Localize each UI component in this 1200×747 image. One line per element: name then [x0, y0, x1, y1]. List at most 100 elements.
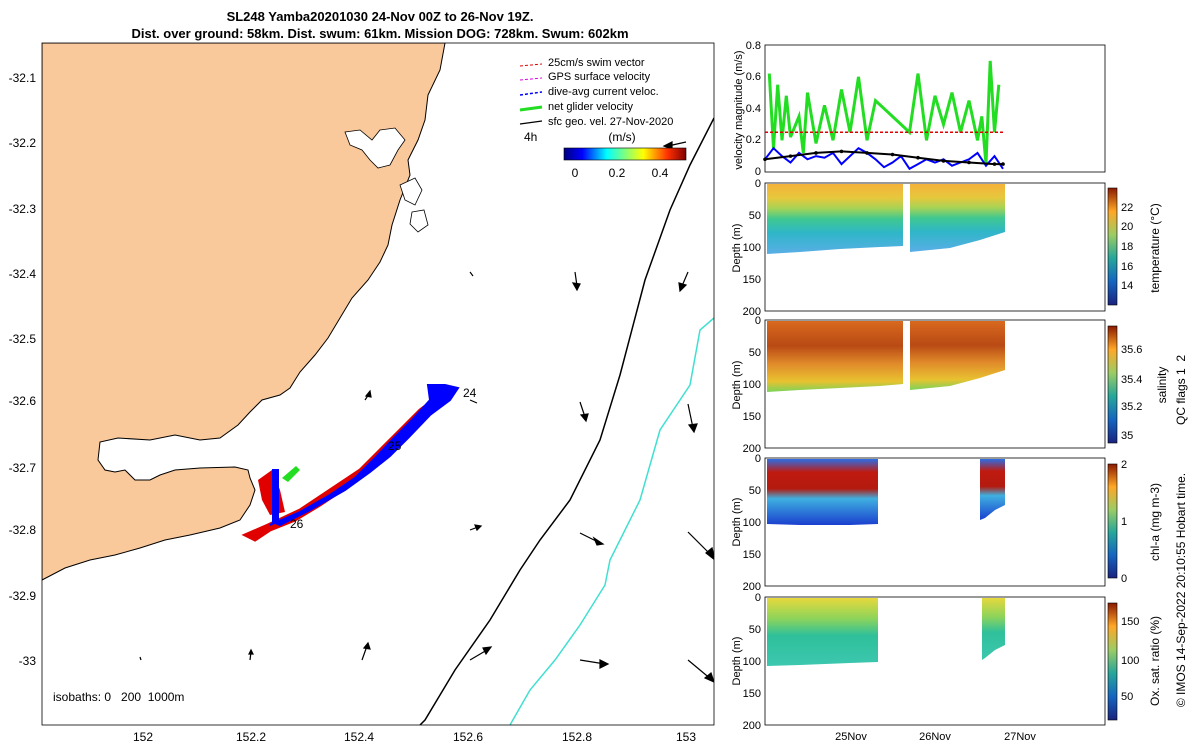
oxygen-section: [767, 598, 878, 666]
temperature-section: [910, 184, 1005, 252]
track-green: [282, 466, 300, 482]
chla-section: [767, 459, 878, 525]
temp-colorbar: [1107, 187, 1118, 306]
cbar-tick-0: 0: [572, 166, 579, 180]
map-frame: [41, 42, 715, 726]
lake: [409, 209, 429, 233]
speed-colorbar: [563, 147, 687, 161]
chla-cbar-tick: 0: [1121, 573, 1127, 585]
sfc-geo-point: [1001, 162, 1005, 166]
depth-tick: 100: [743, 656, 761, 668]
map-panel: 24 25 26 isobaths: 0 200 1000m 25cm/s sw…: [9, 42, 715, 744]
vel-ytick: 0.4: [746, 103, 761, 115]
sal-cbar-tick: 35: [1121, 430, 1133, 442]
isobath-200m: [509, 317, 714, 725]
map-ytick: -32.5: [9, 332, 37, 346]
chla-section: [980, 459, 1005, 520]
map-ytick: -32.7: [9, 461, 37, 475]
sfc-geo-point: [890, 152, 895, 157]
depth-tick: 100: [743, 517, 761, 529]
map-xtick: 152.4: [344, 730, 374, 744]
velocity-panel: 0 0.2 0.4 0.6 0.8 velocity magnitude (m/…: [733, 40, 1106, 178]
depth-tick: 150: [743, 549, 761, 561]
vel-ytick: 0.6: [746, 71, 761, 83]
depth-tick: 150: [743, 688, 761, 700]
sal-cbar-tick: 35.6: [1121, 344, 1142, 356]
estuary: [344, 127, 406, 169]
vel-ytick: 0: [755, 166, 761, 178]
map-ytick: -32.8: [9, 523, 37, 537]
day-label-25: 25: [388, 439, 402, 453]
map-ytick: -32.4: [9, 267, 37, 281]
land-mass: [42, 43, 446, 581]
map-ytick: -32.3: [9, 202, 37, 216]
chla-cbar-tick: 1: [1121, 516, 1127, 528]
depth-tick: 150: [743, 274, 761, 286]
time-label: 4h: [524, 130, 537, 144]
chla-colorbar: [1107, 463, 1118, 579]
map-ytick: -33: [19, 654, 37, 668]
ox-cbar-label: Ox. sat. ratio (%): [1148, 616, 1162, 706]
temp-cbar-tick: 14: [1121, 280, 1133, 292]
sal-cbar-label: salinity: [1155, 367, 1169, 404]
map-legend: 25cm/s swim vector GPS surface velocity …: [519, 57, 687, 180]
ox-colorbar: [1107, 602, 1118, 721]
colorbar-title: (m/s): [608, 130, 635, 144]
legend-dive-avg: dive-avg current veloc.: [548, 86, 659, 98]
depth-tick: 50: [749, 624, 761, 636]
map-ytick: -32.1: [9, 71, 37, 85]
depth-tick: 50: [749, 347, 761, 359]
depth-tick: 50: [749, 485, 761, 497]
vel-ytick: 0.8: [746, 40, 761, 52]
cbar-tick-04: 0.4: [652, 166, 669, 180]
temp-cbar-tick: 22: [1121, 202, 1133, 214]
ox-cbar-tick: 100: [1121, 655, 1139, 667]
depth-tick: 150: [743, 411, 761, 423]
time-tick: 26Nov: [919, 731, 951, 743]
map-xtick: 152.8: [562, 730, 592, 744]
temp-ylabel: Depth (m): [731, 224, 743, 273]
map-xtick: 152.2: [236, 730, 266, 744]
temp-cbar-label: temperature (°C): [1148, 203, 1162, 293]
depth-tick: 0: [755, 592, 761, 604]
sal-colorbar: [1107, 325, 1118, 444]
depth-tick: 200: [743, 306, 761, 318]
map-x-axis: 152 152.2 152.4 152.6 152.8 153: [133, 730, 696, 744]
velocity-series: [763, 60, 1005, 171]
map-xtick: 153: [676, 730, 696, 744]
temperature-panel: 0 50 100 150 200 Depth (m) 14 16 18 20 2…: [731, 178, 1162, 318]
sal-cbar-tick: 35.4: [1121, 374, 1142, 386]
map-ytick: -32.6: [9, 394, 37, 408]
day-label-24: 24: [463, 386, 477, 400]
temp-cbar-tick: 18: [1121, 241, 1133, 253]
sfc-geo-point: [916, 155, 920, 160]
depth-tick: 200: [743, 581, 761, 593]
sfc-geo-point: [788, 154, 793, 158]
sal-cbar-tick: 35.2: [1121, 401, 1142, 413]
cbar-tick-02: 0.2: [609, 166, 626, 180]
vel-ytick: 0.2: [746, 134, 761, 146]
oxygen-section: [982, 598, 1005, 660]
legend-swim-vector: 25cm/s swim vector: [548, 57, 645, 69]
vel-ylabel: velocity magnitude (m/s): [733, 50, 745, 169]
depth-tick: 0: [755, 178, 761, 190]
depth-tick: 100: [743, 242, 761, 254]
sfc-geo-point: [763, 157, 767, 162]
salinity-section: [910, 321, 1005, 390]
legend-net-velocity: net glider velocity: [548, 101, 633, 113]
ox-cbar-tick: 50: [1121, 691, 1133, 703]
ox-cbar-tick: 150: [1121, 616, 1139, 628]
map-xtick: 152: [133, 730, 153, 744]
sfc-velocity-arrows: [139, 141, 714, 683]
sfc-geo-point: [992, 162, 997, 166]
depth-tick: 0: [755, 453, 761, 465]
chla-cbar-tick: 2: [1121, 459, 1127, 471]
sal-ylabel: Depth (m): [731, 361, 743, 410]
sfc-geo-point: [941, 159, 946, 163]
series-net-glider-velocity: [767, 60, 1001, 165]
sfc-geo-point: [814, 151, 818, 155]
isobaths-note: isobaths: 0 200 1000m: [53, 690, 184, 704]
chla-panel: 0 50 100 150 200 Depth (m) 0 1 2 chl-a (…: [731, 453, 1162, 593]
temperature-section: [767, 184, 903, 254]
